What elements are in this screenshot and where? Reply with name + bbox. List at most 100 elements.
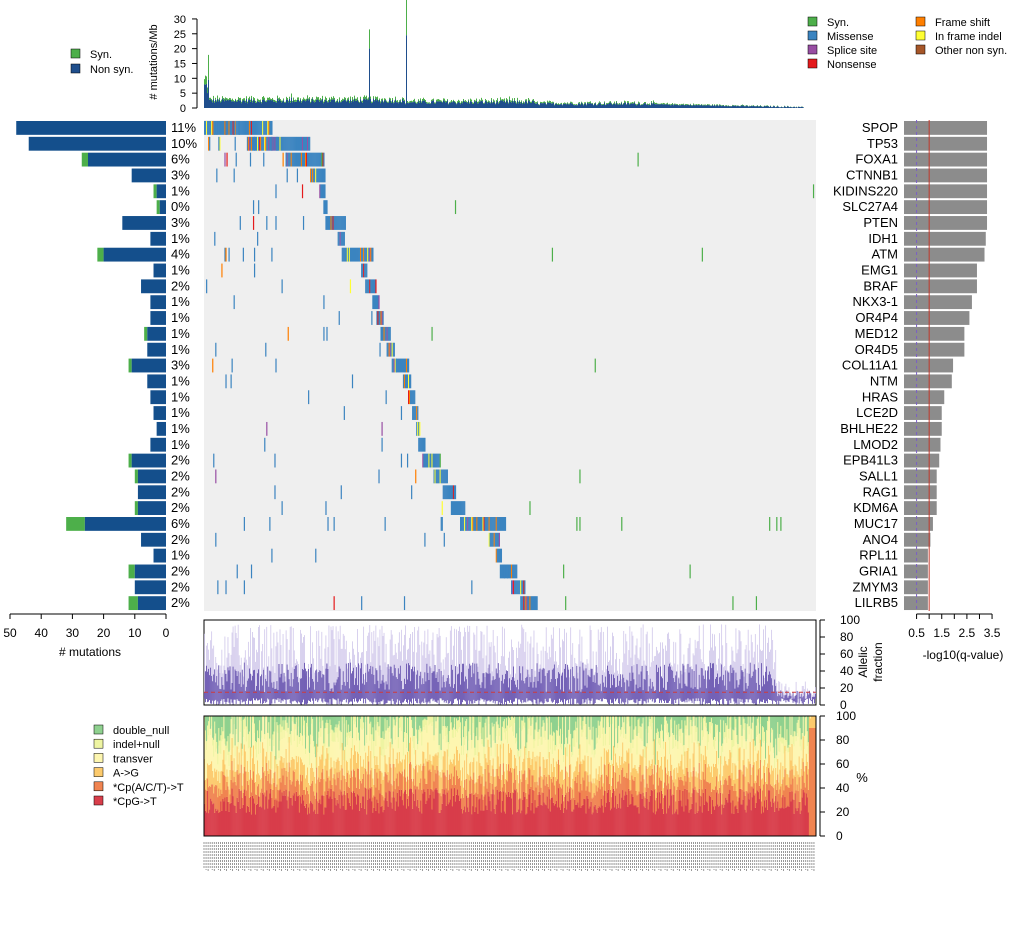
matrix-cell — [416, 406, 418, 420]
matrix-cell — [289, 136, 291, 151]
top-nonsyn-bar — [256, 102, 257, 108]
top-syn-bar — [415, 101, 416, 103]
top-syn-bar — [660, 103, 661, 105]
spectrum-segment — [461, 716, 463, 746]
spectrum-segment — [485, 781, 487, 806]
gene-percent-label: 1% — [171, 294, 190, 309]
top-nonsyn-bar — [642, 104, 643, 108]
top-nonsyn-bar — [530, 103, 531, 108]
top-syn-bar — [272, 97, 273, 101]
spectrum-segment — [312, 718, 314, 737]
matrix-cell — [486, 517, 488, 531]
matrix-cell — [212, 358, 214, 373]
top-nonsyn-bar — [295, 101, 296, 108]
top-nonsyn-bar — [427, 103, 428, 108]
top-nonsyn-bar — [662, 104, 663, 108]
top-nonsyn-bar — [222, 98, 223, 108]
spectrum-segment — [363, 722, 365, 729]
top-syn-bar — [217, 95, 218, 99]
spectrum-segment — [274, 755, 276, 772]
spectrum-segment — [346, 716, 349, 733]
spectrum-segment — [345, 760, 347, 782]
spectrum-segment — [282, 730, 284, 763]
spectrum-segment — [374, 755, 376, 769]
spectrum-segment — [210, 798, 212, 836]
spectrum-segment — [417, 772, 419, 787]
spectrum-segment — [352, 754, 355, 770]
spectrum-segment — [269, 793, 271, 836]
spectrum-segment — [428, 798, 430, 836]
spectrum-segment — [498, 778, 500, 793]
spectrum-segment — [502, 721, 505, 729]
legend-othernonsyn-label: Other non syn. — [935, 45, 1007, 57]
matrix-cell — [512, 564, 514, 579]
spectrum-segment — [450, 773, 453, 789]
spectrum-segment — [406, 734, 409, 752]
top-nonsyn-bar — [548, 102, 549, 108]
spectrum-segment — [222, 716, 224, 732]
spectrum-segment — [480, 810, 482, 836]
top-nonsyn-bar — [412, 102, 413, 108]
gene-name-label: SPOP — [862, 120, 898, 135]
matrix-cell — [326, 216, 328, 230]
spectrum-segment — [386, 774, 388, 801]
top-syn-bar — [651, 101, 652, 103]
spectrum-segment — [497, 739, 499, 757]
top-syn-bar — [644, 102, 645, 104]
spectrum-segment — [338, 760, 340, 773]
spectrum-segment — [244, 716, 247, 721]
spectrum-segment — [375, 716, 377, 731]
matrix-cell — [565, 596, 567, 611]
spectrum-segment — [334, 716, 336, 728]
top-syn-bar — [524, 102, 525, 104]
spectrum-segment — [422, 751, 424, 766]
matrix-cell — [292, 152, 294, 167]
top-syn-bar — [383, 101, 384, 103]
top-nonsyn-bar — [251, 98, 252, 108]
spectrum-segment — [289, 767, 291, 780]
top-nonsyn-bar — [746, 105, 747, 108]
top-syn-bar — [583, 104, 584, 106]
top-nonsyn-bar — [398, 103, 399, 108]
spectrum-segment — [418, 729, 420, 741]
spectrum-segment — [342, 716, 344, 751]
spectrum-segment — [353, 724, 356, 746]
spectrum-segment — [363, 796, 365, 836]
spectrum-segment — [390, 783, 392, 803]
spectrum-segment — [382, 779, 384, 797]
matrix-cell — [320, 152, 322, 167]
spectrum-segment — [215, 716, 217, 734]
qvalue-bar — [904, 437, 941, 452]
matrix-cell — [443, 532, 445, 547]
matrix-cell — [321, 168, 323, 183]
spectrum-segment — [225, 745, 227, 761]
spectrum-segment — [331, 798, 333, 836]
spectrum-segment — [347, 770, 350, 787]
spectrum-segment — [401, 718, 404, 760]
spectrum-segment — [220, 789, 222, 802]
top-syn-bar — [417, 101, 418, 104]
top-nonsyn-bar — [394, 102, 395, 108]
spectrum-segment — [337, 803, 339, 836]
top-syn-bar — [619, 103, 620, 105]
top-syn-bar — [604, 101, 605, 103]
spectrum-segment — [214, 812, 216, 836]
top-syn-bar — [438, 99, 439, 102]
top-nonsyn-bar — [413, 102, 414, 108]
spectrum-segment — [449, 778, 452, 800]
spectrum-segment — [366, 734, 368, 744]
matrix-cell — [291, 152, 293, 167]
top-syn-bar — [529, 99, 530, 102]
top-syn-bar — [224, 98, 225, 102]
spectrum-segment — [416, 786, 418, 807]
matrix-cell — [404, 374, 407, 389]
spectrum-segment — [494, 716, 496, 743]
top-nonsyn-bar — [395, 99, 396, 108]
top-nonsyn-bar — [494, 102, 495, 108]
matrix-cell — [249, 121, 252, 135]
top-syn-bar — [553, 101, 554, 103]
spectrum-segment — [372, 716, 374, 728]
spectrum-segment — [366, 771, 368, 789]
mutation-type-legend: Syn. Missense Splice site Nonsense Frame… — [807, 16, 1007, 71]
spectrum-segment — [270, 716, 272, 752]
